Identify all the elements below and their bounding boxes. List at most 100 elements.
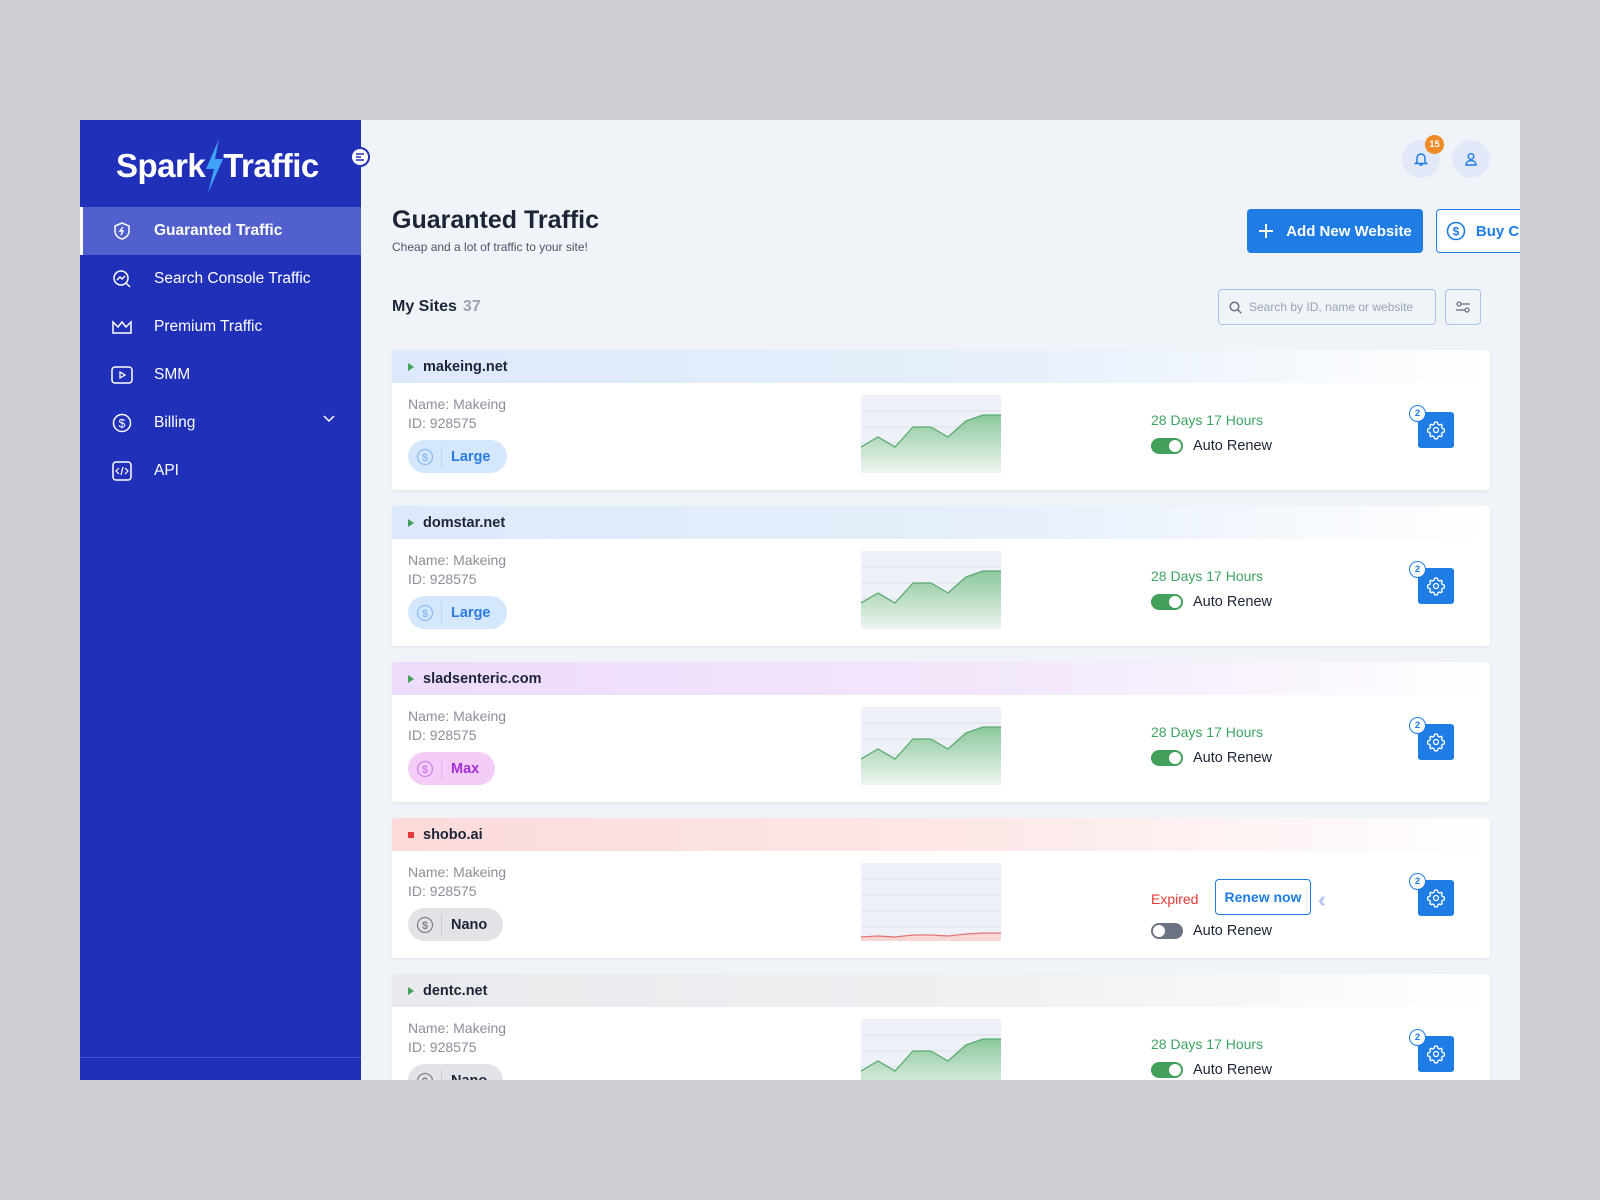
sidebar-item-api[interactable]: API (80, 447, 361, 495)
site-name: Name: Makeing (408, 864, 507, 880)
sidebar-item-label: Premium Traffic (154, 318, 263, 335)
expired-label: Expired (1151, 891, 1199, 907)
site-id: ID: 928575 (408, 883, 477, 899)
time-remaining: 28 Days 17 Hours (1151, 1036, 1264, 1052)
gear-icon (1426, 1045, 1446, 1064)
sidebar-item-billing[interactable]: $ Billing (80, 399, 361, 447)
auto-renew-toggle[interactable] (1151, 923, 1183, 939)
site-settings-button[interactable] (1418, 880, 1454, 916)
site-meta: Name: Makeing ID: 928575 (408, 551, 506, 589)
auto-renew-row: Auto Renew (1151, 750, 1272, 766)
site-id: ID: 928575 (408, 1039, 477, 1055)
buy-credits-button[interactable]: $ Buy Credits (1436, 209, 1520, 253)
site-meta: Name: Makeing ID: 928575 (408, 707, 506, 745)
running-status-icon (408, 674, 414, 683)
menu-icon (356, 153, 364, 161)
sidebar-item-smm[interactable]: SMM (80, 351, 361, 399)
notification-badge: 15 (1425, 135, 1444, 154)
search-box (1218, 289, 1436, 325)
gear-icon (1426, 577, 1446, 596)
dollar-circle-icon: $ (416, 448, 434, 465)
add-new-website-button[interactable]: Add New Website (1247, 209, 1423, 253)
sidebar-item-guaranted-traffic[interactable]: Guaranted Traffic (80, 207, 361, 255)
sidebar-item-label: API (154, 462, 179, 479)
site-card: domstar.net Name: Makeing ID: 928575 $ L… (392, 506, 1490, 646)
collapse-sidebar-button[interactable] (350, 147, 370, 167)
sites-count: 37 (462, 298, 481, 315)
site-card: dentc.net Name: Makeing ID: 928575 $ Nan… (392, 974, 1490, 1080)
main-content: 15 Guaranted Traffic Cheap and a lot of … (361, 120, 1520, 1080)
sidebar-item-label: Search Console Traffic (154, 270, 311, 287)
auto-renew-label: Auto Renew (1193, 594, 1272, 610)
auto-renew-row: Auto Renew (1151, 923, 1272, 939)
auto-renew-label: Auto Renew (1193, 438, 1272, 454)
gear-icon (1426, 421, 1446, 440)
plan-name: Large (451, 604, 491, 621)
shield-bolt-icon (110, 219, 134, 243)
traffic-sparkline (861, 1019, 1001, 1080)
user-icon (1465, 153, 1477, 166)
sidebar: Spark Traffic Guaranted Traffic Search C… (80, 120, 370, 1080)
renew-now-button[interactable]: Renew now (1215, 879, 1311, 915)
search-input[interactable] (1249, 300, 1429, 314)
my-sites-label: My Sites (392, 298, 457, 315)
dollar-circle-icon: $ (1446, 221, 1466, 241)
buy-credits-label: Buy Credits (1475, 222, 1520, 240)
plan-name: Nano (451, 916, 488, 933)
auto-renew-toggle[interactable] (1151, 594, 1183, 610)
gear-icon (1426, 889, 1446, 908)
auto-renew-row: Auto Renew (1151, 438, 1272, 454)
logo[interactable]: Spark Traffic (116, 138, 319, 194)
plan-name: Nano (451, 1073, 487, 1081)
page-title: Guaranted Traffic (392, 206, 599, 234)
auto-renew-toggle[interactable] (1151, 1062, 1183, 1078)
sliders-icon (1456, 301, 1470, 313)
page-subtitle: Cheap and a lot of traffic to your site! (392, 240, 588, 254)
traffic-sparkline (861, 707, 1001, 785)
dollar-circle-icon: $ (416, 1072, 434, 1080)
auto-renew-label: Auto Renew (1193, 750, 1272, 766)
sidebar-divider (80, 1057, 361, 1058)
auto-renew-label: Auto Renew (1193, 923, 1272, 939)
sidebar-item-label: SMM (154, 366, 191, 383)
site-card-header[interactable]: dentc.net (392, 974, 1490, 1007)
svg-text:$: $ (119, 417, 126, 431)
search-chart-icon (110, 267, 134, 291)
filter-button[interactable] (1445, 289, 1481, 325)
plan-badge: $ Large (408, 440, 507, 473)
site-card-header[interactable]: sladsenteric.com (392, 662, 1490, 695)
site-card-header[interactable]: shobo.ai (392, 818, 1490, 851)
sidebar-nav: Guaranted Traffic Search Console Traffic… (80, 207, 361, 495)
site-card: shobo.ai Name: Makeing ID: 928575 $ Nano (392, 818, 1490, 958)
svg-text:$: $ (422, 452, 428, 464)
svg-text:$: $ (422, 920, 428, 932)
settings-count-badge: 2 (1409, 561, 1426, 578)
traffic-sparkline (861, 395, 1001, 473)
svg-text:$: $ (422, 608, 428, 620)
dollar-circle-icon: $ (110, 411, 134, 435)
auto-renew-label: Auto Renew (1193, 1062, 1272, 1078)
site-card-header[interactable]: makeing.net (392, 350, 1490, 383)
traffic-sparkline (861, 551, 1001, 629)
running-status-icon (408, 518, 414, 527)
sidebar-item-search-console-traffic[interactable]: Search Console Traffic (80, 255, 361, 303)
sidebar-item-premium-traffic[interactable]: Premium Traffic (80, 303, 361, 351)
sites-list: makeing.net Name: Makeing ID: 928575 $ L… (392, 350, 1490, 1080)
notifications-button[interactable]: 15 (1402, 135, 1444, 178)
user-profile-button[interactable] (1452, 140, 1490, 178)
app-window: Spark Traffic Guaranted Traffic Search C… (80, 120, 1520, 1080)
plan-name: Large (451, 448, 491, 465)
site-meta: Name: Makeing ID: 928575 (408, 863, 506, 901)
auto-renew-row: Auto Renew (1151, 1062, 1272, 1078)
auto-renew-toggle[interactable] (1151, 750, 1183, 766)
settings-count-badge: 2 (1409, 717, 1426, 734)
site-card: sladsenteric.com Name: Makeing ID: 92857… (392, 662, 1490, 802)
sidebar-item-label: Guaranted Traffic (154, 222, 283, 239)
site-domain: makeing.net (423, 358, 508, 375)
chevron-down-icon[interactable] (323, 415, 335, 423)
plan-badge: $ Nano (408, 1064, 504, 1081)
plan-name: Max (451, 760, 480, 777)
site-card-header[interactable]: domstar.net (392, 506, 1490, 539)
auto-renew-toggle[interactable] (1151, 438, 1183, 454)
svg-text:$: $ (422, 764, 428, 776)
